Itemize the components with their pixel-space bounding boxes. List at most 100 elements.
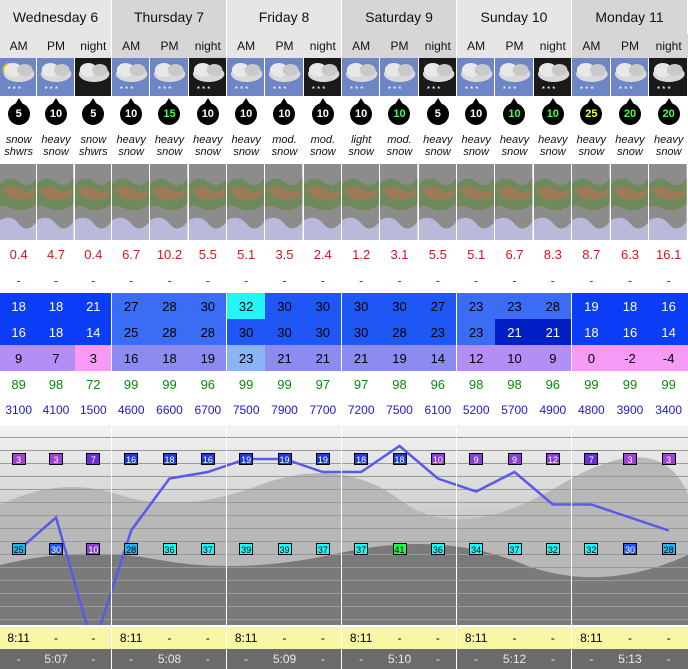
temp-max: 23 xyxy=(457,293,496,319)
day-name[interactable]: Thursday 7 xyxy=(112,0,227,34)
gridline xyxy=(0,489,688,490)
desc-line-1: snow xyxy=(80,134,107,146)
sunrise-time: 8:11 xyxy=(580,631,603,645)
weather-description: snow shwrs xyxy=(75,134,112,162)
wind-speed: 20 xyxy=(623,108,637,120)
snow-map-image xyxy=(610,164,649,240)
freezing-level: 4100 xyxy=(42,403,70,417)
wind-arrow-icon: 10 xyxy=(465,98,488,125)
chart-point-label: 34 xyxy=(469,543,484,555)
freezing-level: 3900 xyxy=(616,403,644,417)
gridline xyxy=(0,541,688,542)
gridline xyxy=(0,528,688,529)
weather-description: heavy snow xyxy=(419,134,457,162)
snow-map-image xyxy=(303,164,341,240)
snow-amount: 0.4 xyxy=(84,246,103,262)
wind-indicator: 10 xyxy=(342,98,380,130)
day-separator xyxy=(341,0,342,669)
desc-line-2: snow xyxy=(539,146,566,158)
feels-like: 19 xyxy=(188,345,227,371)
humidity: 96 xyxy=(545,376,561,392)
temp-min: 16 xyxy=(610,319,650,345)
chart-point-label: 3 xyxy=(11,453,26,465)
freezing-level: 3400 xyxy=(655,403,682,417)
chart-point-label: 37 xyxy=(354,543,369,555)
cloud-snow-icon: * * * xyxy=(37,58,74,96)
chart-point-label: 10 xyxy=(430,453,445,465)
desc-line-1: snow xyxy=(5,134,32,146)
wind-indicator: 10 xyxy=(495,98,533,130)
humidity: 98 xyxy=(468,376,484,392)
desc-line-2: snow xyxy=(309,146,336,158)
snow-map-image xyxy=(572,164,610,240)
wind-speed: 10 xyxy=(201,108,214,120)
chart-point-label: 19 xyxy=(277,453,292,465)
temp-max: 18 xyxy=(37,293,75,319)
temp-min: 30 xyxy=(303,319,342,345)
freezing-level: 3100 xyxy=(5,403,33,417)
sunrise-time: - xyxy=(167,631,172,645)
desc-line-1: heavy xyxy=(499,134,530,146)
gridline xyxy=(0,437,688,438)
desc-line-1: heavy xyxy=(615,134,645,146)
weather-description: heavy snow xyxy=(457,134,495,162)
chart-point-label: 36 xyxy=(430,543,445,555)
gridline xyxy=(0,619,688,620)
desc-line-1: heavy xyxy=(116,134,146,146)
cloud-snow-night-icon: * * * xyxy=(533,58,571,96)
svg-text:* * *: * * * xyxy=(235,85,249,94)
sunset-time: - xyxy=(205,652,210,666)
temp-min: 18 xyxy=(37,319,75,345)
chart-point-label: 16 xyxy=(124,453,139,465)
day-name[interactable]: Friday 8 xyxy=(227,0,342,34)
freezing-level: 4900 xyxy=(539,403,567,417)
snow-map-image xyxy=(533,164,571,240)
wind-indicator: 10 xyxy=(112,98,150,130)
feels-like: 10 xyxy=(495,345,534,371)
svg-text:* * *: * * * xyxy=(657,85,671,94)
desc-line-1: light xyxy=(351,134,372,146)
temp-max: 28 xyxy=(533,293,572,319)
chart-point-label: 30 xyxy=(49,543,63,555)
humidity: 99 xyxy=(661,376,676,392)
svg-text:* * *: * * * xyxy=(465,85,479,94)
sunrise-time: - xyxy=(627,631,632,645)
day-name[interactable]: Wednesday 6 xyxy=(0,0,112,34)
svg-text:* * *: * * * xyxy=(45,85,58,94)
period-label: PM xyxy=(46,39,65,53)
svg-text:* * *: * * * xyxy=(619,85,633,94)
snow-amount: 6.7 xyxy=(122,246,141,262)
chart-point-label: 28 xyxy=(661,543,676,555)
wind-arrow-icon: 20 xyxy=(657,98,680,125)
sunset-time: - xyxy=(550,652,555,666)
desc-line-2: snow xyxy=(578,146,605,158)
day-name[interactable]: Saturday 9 xyxy=(342,0,457,34)
snow-amount: 6.7 xyxy=(505,246,524,262)
chart-point-label: 41 xyxy=(392,543,407,555)
wind-indicator: 10 xyxy=(534,98,572,130)
day-name[interactable]: Sunday 10 xyxy=(457,0,572,34)
period-label: PM xyxy=(160,39,179,53)
feels-like: 23 xyxy=(227,345,266,371)
snow-map-image xyxy=(112,164,150,240)
sun-cloud-snow-icon: * * * xyxy=(0,58,37,96)
weather-description: heavy snow xyxy=(611,134,650,162)
snow-map-image xyxy=(227,164,265,240)
day-name[interactable]: Monday 11 xyxy=(572,0,688,34)
snow-map-image xyxy=(37,164,74,240)
sunrise-time: 8:11 xyxy=(7,631,30,645)
temp-max: 21 xyxy=(74,293,112,319)
chart-gridlines xyxy=(0,425,688,633)
desc-line-2: snow xyxy=(617,146,643,158)
sunrise-time: - xyxy=(666,631,671,645)
humidity: 99 xyxy=(622,376,638,392)
period-label: PM xyxy=(505,39,524,53)
desc-line-1: heavy xyxy=(538,134,568,146)
cloud-snow-icon: * * * xyxy=(112,58,150,96)
temp-min: 28 xyxy=(188,319,227,345)
temp-max: 30 xyxy=(303,293,342,319)
temp-min: 30 xyxy=(227,319,266,345)
period-label: PM xyxy=(275,39,294,53)
rain-amount: - xyxy=(167,272,172,288)
weather-description: heavy snow xyxy=(649,134,688,162)
